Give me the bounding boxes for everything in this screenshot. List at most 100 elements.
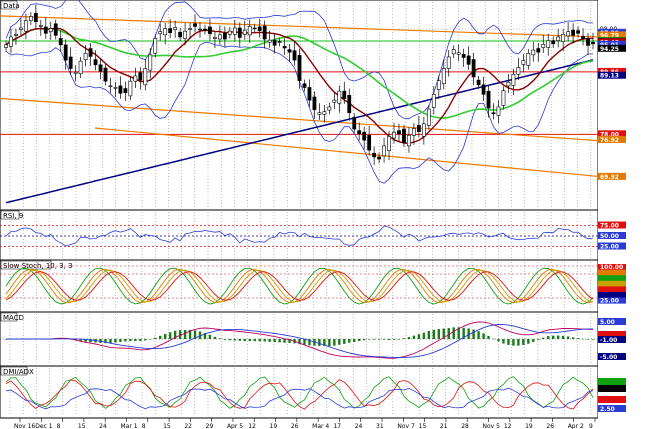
price-label-bg (0, 0, 18, 10)
candle-body (451, 49, 456, 55)
date-tick-label: Dec 1 (35, 423, 53, 429)
date-tick-label: 29 (206, 423, 214, 429)
candle-body (496, 106, 501, 116)
candle-body (347, 95, 352, 114)
macd-hist-bar (168, 332, 172, 339)
macd-hist-bar (397, 339, 401, 340)
candle-body (591, 41, 595, 45)
candle-body (526, 52, 531, 66)
date-tick-label: 22 (184, 423, 192, 429)
macd-hist-bar (79, 339, 82, 342)
date-tick-label: 8 (57, 423, 61, 429)
dmi-plus-line (5, 376, 594, 409)
macd-hist-bar (502, 339, 505, 344)
rsi-line (5, 225, 594, 247)
macd-hist-bar (328, 339, 331, 347)
candle-body (14, 34, 18, 36)
macd-hist-bar (367, 339, 371, 340)
macd-badge (598, 336, 626, 343)
candle-body (352, 117, 357, 130)
date-axis: Nov 16 Dec 1 8 15 24 Mar 1 8 15 22 29 Apr 5 12 19 26 M… (0, 417, 598, 429)
candle-body (387, 136, 391, 151)
stoch-line-yellow (5, 269, 594, 303)
candle-body (327, 106, 332, 111)
macd-hist-bar (507, 339, 510, 345)
price-badge (598, 31, 626, 39)
candle-body (377, 156, 381, 160)
candle-body (397, 130, 401, 135)
macd-hist-bar (338, 339, 341, 345)
candle-body (198, 28, 202, 31)
macd-hist-bar (109, 339, 112, 344)
macd-hist-bar (114, 339, 117, 343)
macd-hist-bar (144, 339, 147, 341)
trend-upper-line (0, 15, 599, 38)
trend-lower-line (94, 127, 599, 178)
macd-hist-bar (432, 329, 436, 339)
macd-hist-bar (228, 339, 232, 341)
macd-hist-bar (223, 339, 227, 340)
candle-body (571, 29, 576, 36)
candle-body (262, 25, 267, 40)
candle-body (402, 128, 406, 144)
date-tick-label: 24 (99, 423, 107, 429)
dmi-label-bg (0, 366, 28, 376)
candle-body (267, 39, 272, 43)
macd-hist-bar (362, 339, 366, 341)
macd-hist-bar (512, 339, 515, 346)
candle-body (446, 56, 451, 69)
candle-body (23, 20, 28, 32)
date-tick-label: 15 (78, 423, 86, 429)
price-badge-label: 69.92 (600, 174, 619, 181)
candle-body (128, 80, 133, 97)
candle-body (436, 80, 441, 90)
macd-hist-bar (442, 328, 445, 339)
candle-body (282, 46, 287, 49)
rsi-badge-label: 50.00 (600, 233, 619, 240)
macd-badge (598, 331, 626, 338)
stoch-line-orange (5, 268, 594, 304)
candle-body (237, 27, 242, 38)
candle-body (357, 130, 362, 135)
candle-body (4, 44, 8, 48)
candle-body (222, 32, 227, 40)
candle-body (133, 75, 138, 82)
candle-body (392, 131, 396, 139)
candle-body (193, 23, 197, 27)
candle-body (501, 90, 506, 106)
ma-long-line (5, 59, 594, 204)
macd-hist-bar (487, 335, 490, 339)
price-badge (598, 172, 626, 180)
rsi-badge-label: 75.00 (600, 223, 619, 230)
macd-line (6, 321, 594, 359)
candle-body (362, 131, 367, 141)
candle-body (143, 68, 148, 86)
macd-badge-label: -5.00 (600, 354, 617, 361)
macd-hist-bar (173, 330, 177, 339)
candle-body (471, 59, 476, 78)
macd-pane-title: MACD (3, 314, 24, 322)
date-tick-label: 9 (589, 423, 593, 429)
candle-body (486, 90, 491, 109)
candle-body (88, 48, 93, 57)
candle-body (342, 90, 347, 99)
candle-body (581, 36, 585, 39)
candle-body (441, 68, 446, 85)
macd-hist-bar (178, 330, 182, 339)
stoch-badge-label: 25.00 (600, 298, 619, 305)
price-badge (598, 67, 626, 75)
candle-body (292, 50, 297, 61)
candle-body (232, 27, 237, 35)
macd-hist-bar (447, 328, 450, 339)
macd-hist-bar (149, 339, 152, 340)
dmi-badge (598, 396, 626, 403)
candle-body (586, 38, 590, 46)
macd-hist-bar (74, 339, 77, 341)
macd-hist-bar (462, 327, 465, 339)
macd-hist-bar (248, 339, 251, 342)
macd-hist-bar (357, 339, 361, 342)
macd-hist-bar (407, 336, 411, 339)
macd-badge-label: 5.00 (600, 319, 615, 326)
macd-hist-bar (581, 338, 585, 340)
